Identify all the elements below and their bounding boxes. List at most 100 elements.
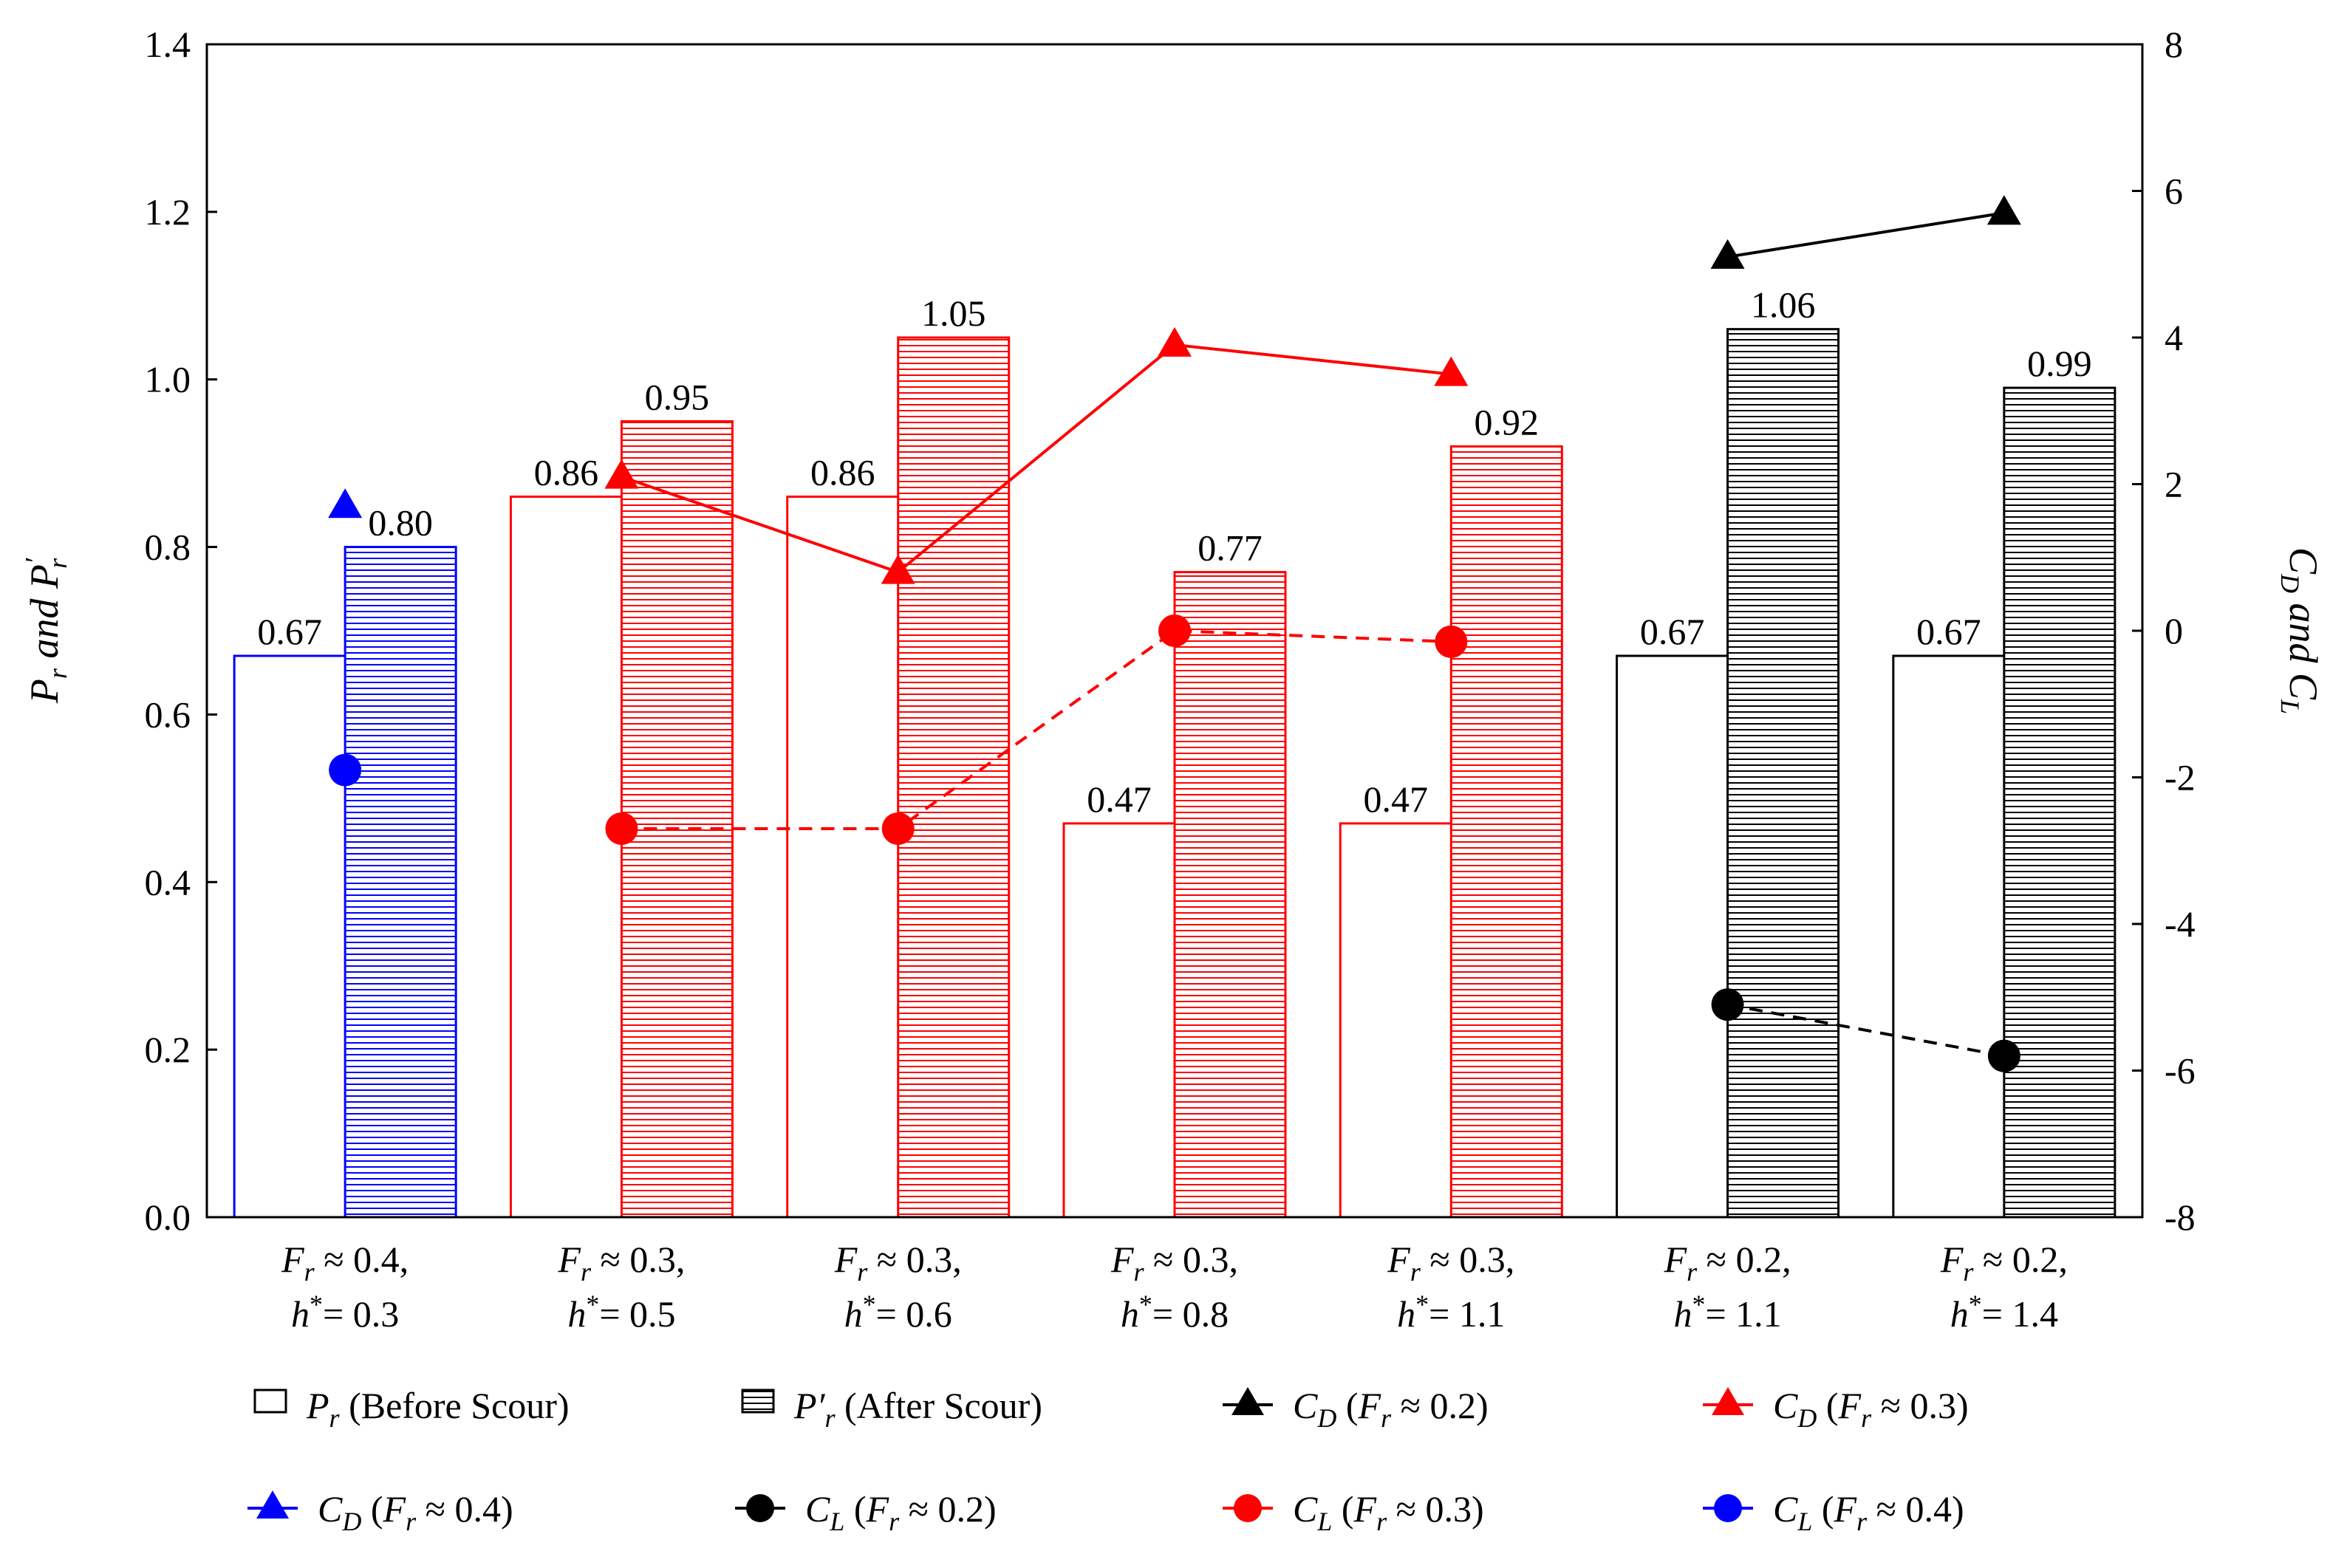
right-tick-label: 8 [2165,24,2183,65]
bar-before-label: 0.47 [1364,778,1429,820]
category-label-line2: h*= 1.4 [1950,1290,2058,1335]
right-tick-label: -8 [2165,1196,2196,1238]
bar-before-scour [786,496,898,1217]
bar-before-label: 0.67 [1640,611,1705,652]
category-label-line1: Fr ≈ 0.4, [281,1239,409,1287]
category-label-line1: Fr ≈ 0.3, [1110,1239,1238,1287]
bars: 0.67 0.80 0.86 0.95 0.86 1.05 0.47 0.77 0.47 0.92… [233,284,2117,1219]
cl-point [881,812,915,845]
bar-after-label: 1.05 [921,292,986,334]
cl-point [1711,988,1744,1021]
right-tick-label: -4 [2165,903,2196,945]
bar-before-scour [1616,654,1728,1217]
cl-point [1987,1039,2020,1072]
category-label-line1: Fr ≈ 0.2, [1940,1239,2068,1287]
legend-label: CL (Fr ≈ 0.4) [1773,1488,1964,1536]
y-left-title: Pr and P′r [20,558,72,704]
bar-after-label: 0.99 [2027,343,2092,384]
category-label-line2: h*= 1.1 [1673,1290,1781,1335]
legend: Pr (Before Scour) P′r (After Scour) CD (Fr… [247,1385,1969,1536]
cd-line [1727,211,2005,259]
left-tick-label: 1.0 [145,359,191,400]
bar-after-label: 0.95 [645,376,710,417]
bar-after-label: 0.77 [1198,527,1263,569]
left-tick-label: 1.2 [145,191,191,233]
cl-point [1158,614,1191,647]
cd-point [1158,326,1192,357]
bar-after-scour [620,420,734,1219]
legend-label: CD (Fr ≈ 0.3) [1773,1385,1969,1433]
cl-line [1727,1003,2005,1058]
legend-label: P′r (After Scour) [793,1385,1042,1433]
cd-point [1710,239,1745,269]
cd-point [1434,356,1469,386]
category-label-line2: h*= 0.5 [567,1290,675,1335]
cd-point [1986,195,2021,225]
legend-triangle-marker [256,1490,289,1519]
category-label-line1: Fr ≈ 0.3, [834,1239,962,1287]
legend-circle-marker [746,1494,774,1522]
legend-label: Pr (Before Scour) [306,1385,570,1433]
legend-swatch-open [253,1389,287,1414]
right-tick-label: -2 [2165,757,2196,798]
bar-before-label: 0.67 [1916,611,1981,652]
y-right-title: CD and CL [2275,547,2326,714]
cd-point [881,554,915,584]
category-label-line1: Fr ≈ 0.3, [1387,1239,1514,1287]
bar-after-scour [1173,571,1287,1219]
bar-before-label: 0.86 [810,452,875,493]
left-tick-label: 0.4 [145,861,191,903]
left-tick-label: 0.6 [145,694,191,735]
category-label-line1: Fr ≈ 0.3, [557,1239,685,1287]
legend-triangle-marker [1231,1387,1264,1415]
category-label-line2: h*= 0.8 [1121,1290,1229,1335]
bar-after-label: 0.80 [368,502,433,544]
right-tick-label: 6 [2165,171,2183,212]
bar-before-label: 0.86 [534,452,599,493]
left-tick-label: 1.4 [145,24,191,65]
bar-before-scour [233,654,346,1217]
category-label-line2: h*= 1.1 [1397,1290,1505,1335]
cl-point [1435,625,1468,658]
axes: 0.0 0.2 0.4 0.6 0.8 1.0 1.2 1.4 -8 -6 -4 -2 0 2 4 6 8 Pr … [20,24,2326,1238]
bar-before-scour [509,496,622,1217]
bar-after-scour [1726,328,1840,1219]
legend-label: CD (Fr ≈ 0.4) [318,1488,513,1536]
legend-label: CL (Fr ≈ 0.2) [805,1488,997,1536]
left-tick-label: 0.2 [145,1029,191,1070]
right-tick-label: 2 [2165,464,2183,505]
category-label-line2: h*= 0.6 [844,1290,952,1335]
legend-label: CD (Fr ≈ 0.2) [1293,1385,1489,1433]
bar-after-label: 0.92 [1475,401,1540,442]
category-label-line2: h*= 0.3 [291,1290,399,1335]
cd-line [621,343,1452,574]
right-tick-label: 4 [2165,317,2183,358]
bar-before-label: 0.67 [257,611,322,652]
right-tick-label: -6 [2165,1050,2196,1092]
category-labels: Fr ≈ 0.4,h*= 0.3Fr ≈ 0.3,h*= 0.5Fr ≈ 0.3… [281,1239,2068,1335]
bar-after-label: 1.06 [1751,284,1816,326]
cl-point [605,812,638,845]
legend-circle-marker [1234,1494,1262,1522]
cl-point [329,753,362,787]
line-series [328,195,2021,1072]
legend-circle-marker [1714,1494,1742,1522]
cd-point [328,488,363,518]
bar-after-scour [897,336,1011,1219]
cd-point [604,459,639,489]
legend-triangle-marker [1712,1387,1744,1415]
bar-before-scour [1892,654,2004,1217]
bar-before-label: 0.47 [1087,778,1152,820]
category-label-line1: Fr ≈ 0.2, [1664,1239,1791,1287]
right-tick-label: 0 [2165,610,2183,651]
left-tick-label: 0.8 [145,527,191,568]
bar-after-scour [2003,386,2117,1219]
legend-label: CL (Fr ≈ 0.3) [1293,1488,1484,1536]
left-tick-label: 0.0 [145,1196,191,1238]
bar-before-scour [1062,822,1175,1217]
bar-after-scour [344,546,457,1219]
bar-after-scour [1449,445,1563,1219]
bar-before-scour [1339,822,1452,1217]
legend-swatch-hatched [741,1389,775,1414]
